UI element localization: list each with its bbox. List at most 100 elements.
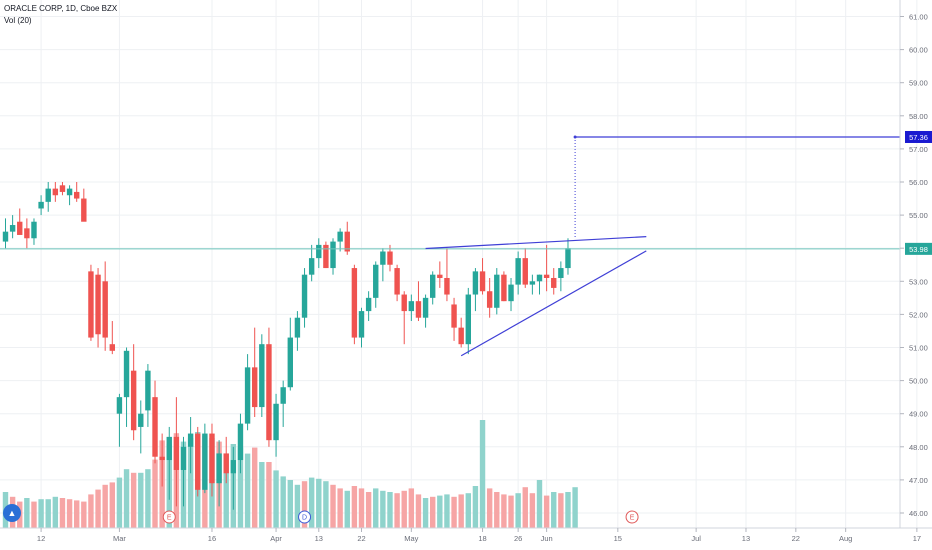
volume-bar [373, 488, 379, 528]
volume-bar [358, 488, 365, 528]
volume-bar [287, 480, 293, 528]
volume-bar [486, 488, 493, 528]
trendline[interactable] [460, 250, 647, 357]
volume-bar [543, 495, 550, 528]
price-axis[interactable]: 61.0060.0059.0058.0057.0056.0055.0054.00… [899, 0, 932, 528]
volume-bar [551, 492, 557, 528]
candle-body [38, 201, 44, 209]
candle-body [123, 350, 130, 398]
time-axis[interactable]: 12 Mar 16 Apr 13 22 May 18 26 Jun 15 Jul 13 22 Aug 17 [0, 527, 932, 543]
volume-bar [515, 493, 521, 528]
volume-bar [330, 484, 336, 528]
volume-bar [273, 470, 279, 528]
candle-body [116, 397, 123, 414]
event-marker-circle[interactable] [298, 510, 312, 524]
volume-bar [130, 472, 137, 528]
price-tick-label: 55.00 [909, 211, 928, 220]
volume-bar [24, 498, 30, 528]
event-marker-circle[interactable] [162, 510, 176, 524]
volume-bar [294, 484, 301, 528]
candle-body [273, 403, 279, 441]
candle-body [259, 344, 265, 408]
volume-bar [529, 493, 536, 528]
volume-bar [152, 459, 158, 528]
candle-body [351, 268, 358, 338]
price-tick-label: 49.00 [909, 410, 928, 419]
event-marker-label[interactable]: E [167, 515, 172, 522]
candle-body [408, 301, 415, 312]
price-label-text: 57.36 [909, 133, 928, 142]
candle-body [102, 281, 108, 338]
candle-body [95, 274, 101, 335]
candle-body [173, 436, 180, 470]
candle-body [244, 367, 251, 424]
volume-bar [102, 484, 108, 528]
volume-bar [558, 493, 564, 528]
volume-bar [81, 501, 87, 528]
candle-body [558, 268, 564, 278]
price-tick-label: 48.00 [909, 443, 928, 452]
volume-bar [237, 447, 244, 528]
candle-body [451, 304, 457, 328]
volume-bar [187, 438, 194, 528]
volume-indicator-label[interactable]: Vol (20) [4, 16, 32, 25]
candle-body [422, 297, 429, 318]
time-tick-label: Jun [541, 534, 553, 543]
candle-body [337, 231, 343, 242]
symbol-title[interactable]: ORACLE CORP, 1D, Cboe BZX [4, 4, 118, 13]
volume-bar [138, 472, 144, 528]
price-tick-label: 61.00 [909, 13, 928, 22]
candle-body [508, 284, 514, 302]
target-anchor-point[interactable] [573, 135, 577, 139]
candle-body [138, 413, 144, 427]
logo-icon[interactable]: ▲ [3, 504, 21, 522]
candle-body [180, 446, 187, 470]
time-tick-label: May [404, 534, 418, 543]
volume-bar [252, 447, 258, 528]
event-marker-circle[interactable] [625, 510, 639, 524]
price-tick-label: 53.00 [909, 277, 928, 286]
volume-bar [323, 481, 329, 528]
candle-body [81, 198, 87, 222]
event-marker-label[interactable]: D [302, 515, 307, 522]
time-tick-label: 12 [37, 534, 45, 543]
price-tick-label: 59.00 [909, 79, 928, 88]
volume-bar [109, 482, 115, 528]
candle-body [280, 387, 286, 404]
event-marker-label[interactable]: E [630, 515, 635, 522]
candle-body [494, 274, 500, 308]
time-tick-label: 18 [478, 534, 486, 543]
candle-body [9, 225, 16, 232]
volume-bar [74, 500, 80, 528]
candle-body [373, 264, 379, 298]
volume-bar [280, 476, 286, 528]
candle-body [486, 291, 493, 308]
volume-bar [444, 494, 450, 528]
candle-body [387, 251, 393, 265]
volume-bar [458, 494, 464, 528]
price-tick-label: 51.00 [909, 344, 928, 353]
time-tick-label: 26 [514, 534, 522, 543]
volume-bar [308, 477, 315, 528]
candle-body [45, 188, 51, 202]
volume-bars [2, 420, 578, 528]
time-tick-label: Mar [113, 534, 126, 543]
candle-body [479, 271, 486, 292]
volume-bar [95, 489, 101, 528]
trendline[interactable] [425, 236, 647, 250]
candle-body [522, 258, 528, 285]
candle-body [330, 241, 336, 269]
candle-body [2, 231, 9, 242]
price-label-badge [905, 130, 932, 143]
volume-bar [415, 494, 422, 528]
volume-bar [437, 495, 443, 528]
drawings[interactable] [0, 135, 900, 357]
candle-body [287, 337, 293, 388]
candle-body [551, 277, 557, 288]
chart-legend: ORACLE CORP, 1D, Cboe BZX Vol (20) [4, 3, 117, 27]
candle-body [308, 258, 315, 275]
volume-bar [572, 487, 578, 528]
price-tick-label: 57.00 [909, 145, 928, 154]
